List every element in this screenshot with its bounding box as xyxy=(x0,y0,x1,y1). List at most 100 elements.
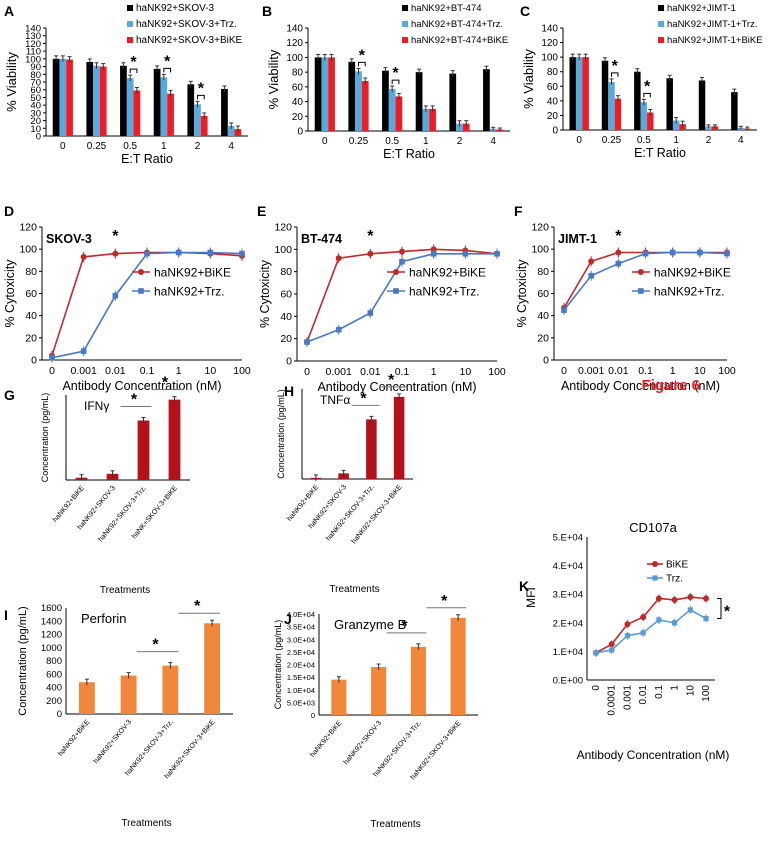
data-point xyxy=(671,620,678,626)
bar xyxy=(462,123,470,131)
bar xyxy=(569,57,576,131)
bar xyxy=(415,72,423,131)
data-point xyxy=(656,617,662,623)
panel-letter: F xyxy=(514,203,523,219)
panel-d-chart: D SKOV-3 0 20 40 60 80 100 120 % Cytoxicity 0 0.001… xyxy=(3,203,251,393)
panel-e-chart: E BT-474 0 20 40 60 80 100 120 % Cytoxicity 0 0.001… xyxy=(257,203,506,394)
y-tick-label: 0 xyxy=(57,709,62,720)
bar xyxy=(422,108,430,131)
x-tick-label: 2 xyxy=(706,135,712,146)
bar xyxy=(93,65,100,136)
y-tick-label: 100 xyxy=(19,244,37,256)
x-tick-label: 1 xyxy=(423,136,429,147)
data-point xyxy=(494,251,500,257)
x-tick-label: 0.25 xyxy=(349,136,369,147)
data-point xyxy=(615,260,622,267)
y-tick-label: 1200 xyxy=(41,630,62,641)
y-tick-label: 60 xyxy=(280,289,292,301)
y-tick-label: 0 xyxy=(31,355,37,367)
x-tick-label: 0.001 xyxy=(71,365,97,377)
y-tick-label: 40 xyxy=(292,97,304,108)
data-point xyxy=(640,614,647,621)
x-tick-label: 0.1 xyxy=(140,365,155,377)
y-tick-label: 0 xyxy=(286,356,292,368)
y-axis-label: % Viability xyxy=(521,49,536,109)
y-axis-label: % Viability xyxy=(4,52,19,112)
y-tick-label: 600 xyxy=(46,669,62,680)
x-axis-label: E:T Ratio xyxy=(634,146,686,160)
legend-label: haNK92+BiKE xyxy=(154,266,231,280)
x-tick-label: 0.01 xyxy=(360,366,381,378)
bar xyxy=(66,59,73,136)
legend-label: BiKE xyxy=(666,560,689,571)
data-point xyxy=(561,307,567,313)
bar xyxy=(328,57,335,131)
y-axis-label: MFI xyxy=(524,587,538,608)
y-tick-label: 3.E+04 xyxy=(553,590,583,601)
legend-label: haNK92+Trz. xyxy=(154,285,225,299)
x-tick-label: 0 xyxy=(576,135,582,146)
panel-letter: I xyxy=(4,607,8,623)
y-tick-label: 1400 xyxy=(41,616,62,627)
data-point xyxy=(642,250,649,257)
x-tick-label: 0.25 xyxy=(602,135,622,146)
x-tick-label: 1 xyxy=(670,685,681,691)
panel-letter: D xyxy=(4,203,14,219)
y-tick-label: 40 xyxy=(537,310,549,322)
legend-label: haNK92+SKOV-3+Trz. xyxy=(136,19,237,30)
y-tick-label: 20 xyxy=(280,333,292,345)
x-tick-label: 10 xyxy=(459,366,471,378)
data-point xyxy=(671,596,678,603)
legend-marker xyxy=(393,288,399,294)
y-tick-label: 130 xyxy=(25,31,41,42)
sig-bracket xyxy=(643,92,651,98)
y-tick-label: 5.E+04 xyxy=(553,533,583,544)
data-point xyxy=(724,250,730,257)
bar xyxy=(575,57,583,131)
x-tick-label: 0.5 xyxy=(385,136,399,147)
data-point xyxy=(687,607,693,613)
bar xyxy=(160,77,168,136)
x-tick-label: haNK92+SKOV-3+BiKE xyxy=(164,719,217,781)
y-tick-label: 120 xyxy=(25,39,41,50)
y-tick-label: 0 xyxy=(552,126,558,137)
bar xyxy=(204,623,221,714)
data-point xyxy=(588,258,595,265)
y-tick-label: 100 xyxy=(286,53,303,64)
panel-k-chart: K CD107a 0.E+00 1.E+04 2.E+04 3.E+04 4.E+04 5.E… xyxy=(519,520,731,762)
x-tick-label: haNK92+SKOV-3 xyxy=(93,719,134,765)
data-point xyxy=(49,354,55,361)
legend-label: haNK92+BiKE xyxy=(654,266,731,280)
sig-bracket xyxy=(391,79,400,85)
x-tick-label: 0.1 xyxy=(638,365,653,377)
y-tick-label: 40 xyxy=(280,311,292,323)
x-axis-label: Antibody Concentration (nM) xyxy=(561,379,720,393)
y-tick-label: 50 xyxy=(30,93,41,104)
legend-swatch xyxy=(658,37,664,43)
significance-star: * xyxy=(392,65,399,82)
x-tick-label: 0 xyxy=(591,685,602,691)
panel-letter: E xyxy=(257,203,266,219)
bar xyxy=(711,126,719,130)
significance-star: * xyxy=(359,47,366,64)
x-tick-label: haNK92+SKOV-3+Trz. xyxy=(325,484,376,543)
bar xyxy=(388,89,396,131)
legend-marker xyxy=(637,269,644,275)
y-tick-label: 10 xyxy=(30,124,41,135)
data-point xyxy=(655,595,662,602)
x-tick-label: 100 xyxy=(718,365,736,377)
y-axis-label: Concentration (pg/mL) xyxy=(276,389,286,479)
panel-g-chart: G Concentration (pg/mL) IFNγhaNK92+BiKEhaN… xyxy=(4,375,190,596)
x-tick-label: 0.001 xyxy=(578,365,604,377)
y-tick-label: 1.5E+04 xyxy=(287,673,315,682)
sig-bracket xyxy=(197,94,205,100)
data-point xyxy=(367,250,374,257)
bar xyxy=(167,93,174,136)
y-tick-label: 140 xyxy=(25,24,41,35)
data-point xyxy=(703,595,709,602)
x-tick-label: 1 xyxy=(670,365,676,377)
y-tick-label: 70 xyxy=(30,78,41,89)
y-axis-label: % Cytoxicity xyxy=(515,259,529,328)
legend-label: haNK92+JIMT-1+BiKE xyxy=(667,35,763,46)
